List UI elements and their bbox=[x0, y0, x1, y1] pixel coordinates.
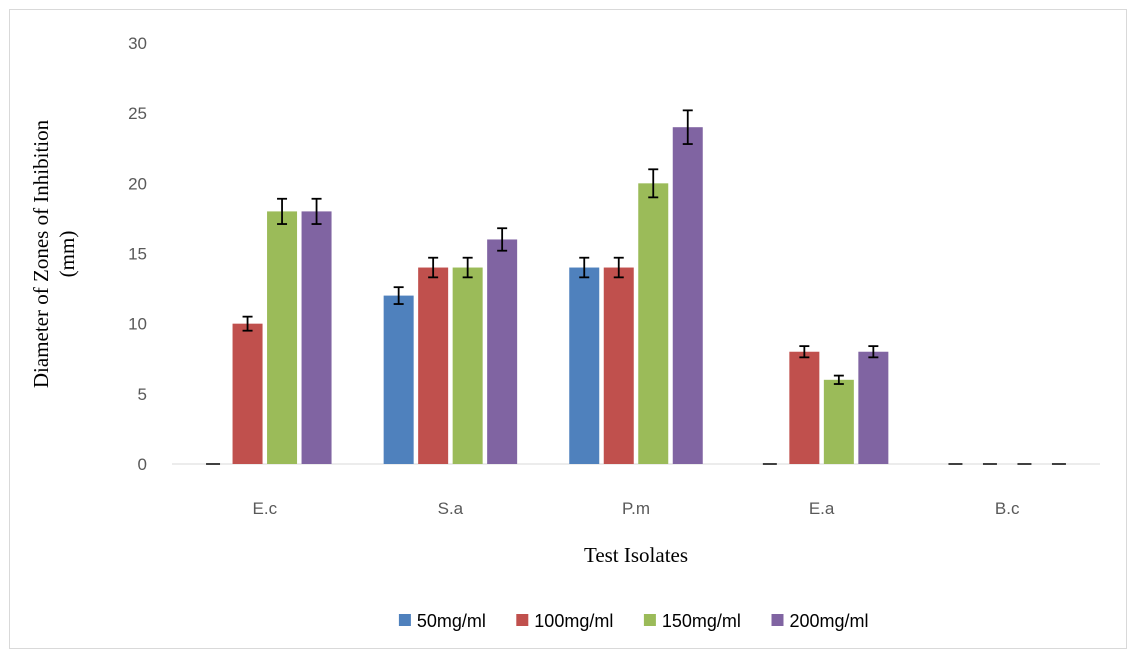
bar bbox=[487, 239, 518, 464]
legend: 50mg/ml 100mg/ml 150mg/ml 200mg/ml bbox=[398, 611, 869, 631]
legend-label: 200mg/ml bbox=[790, 611, 869, 631]
error-bar bbox=[833, 374, 844, 385]
bar bbox=[638, 183, 669, 465]
error-bars bbox=[206, 109, 1066, 465]
legend-item: 100mg/ml bbox=[516, 611, 613, 631]
error-bar bbox=[462, 256, 473, 279]
legend-item: 200mg/ml bbox=[771, 611, 869, 631]
x-tick-label: S.a bbox=[438, 499, 464, 518]
bar bbox=[301, 211, 332, 464]
y-axis-title-line1: Diameter of Zones of Inhibition bbox=[29, 119, 53, 388]
error-bar bbox=[497, 227, 508, 252]
x-axis-ticks: E.c S.a P.m E.a B.c bbox=[253, 499, 1020, 518]
y-tick-label: 25 bbox=[128, 104, 147, 123]
bars bbox=[232, 127, 889, 465]
y-tick-label: 30 bbox=[128, 34, 147, 53]
x-axis-title: Test Isolates bbox=[584, 543, 688, 567]
legend-swatch bbox=[643, 614, 656, 626]
legend-item: 50mg/ml bbox=[398, 611, 486, 631]
y-tick-label: 10 bbox=[128, 315, 147, 334]
bar bbox=[232, 323, 263, 464]
bar bbox=[823, 379, 854, 464]
error-bar bbox=[868, 345, 879, 359]
y-tick-label: 0 bbox=[138, 455, 147, 474]
error-bar bbox=[428, 256, 439, 279]
y-tick-label: 15 bbox=[128, 245, 147, 264]
y-axis-title: Diameter of Zones of Inhibition (mm) bbox=[29, 119, 79, 388]
x-tick-label: B.c bbox=[995, 499, 1020, 518]
bar bbox=[672, 127, 703, 464]
legend-swatch bbox=[398, 614, 411, 626]
bar bbox=[603, 267, 634, 464]
legend-label: 150mg/ml bbox=[662, 611, 741, 631]
error-bar bbox=[799, 345, 810, 359]
error-bar bbox=[277, 197, 288, 225]
error-bar bbox=[682, 109, 693, 145]
legend-label: 50mg/ml bbox=[417, 611, 486, 631]
legend-swatch bbox=[516, 614, 529, 626]
error-bar bbox=[242, 315, 253, 332]
bar bbox=[267, 211, 298, 464]
error-bar bbox=[613, 256, 624, 279]
chart-frame bbox=[9, 9, 1127, 649]
y-axis-ticks: 0 5 10 15 20 25 30 bbox=[128, 34, 147, 474]
error-bar bbox=[579, 256, 590, 279]
legend-swatch bbox=[771, 614, 784, 626]
legend-label: 100mg/ml bbox=[534, 611, 613, 631]
bar bbox=[569, 267, 600, 464]
bar bbox=[452, 267, 483, 464]
y-axis-title-line2: (mm) bbox=[55, 231, 79, 278]
bar bbox=[789, 351, 820, 464]
bar bbox=[858, 351, 889, 464]
y-tick-label: 5 bbox=[138, 385, 147, 404]
bar bbox=[418, 267, 449, 464]
bar bbox=[383, 295, 414, 464]
y-tick-label: 20 bbox=[128, 174, 147, 193]
legend-item: 150mg/ml bbox=[643, 611, 741, 631]
x-tick-label: E.a bbox=[809, 499, 835, 518]
error-bar bbox=[393, 286, 404, 305]
error-bar bbox=[648, 168, 659, 199]
x-tick-label: P.m bbox=[622, 499, 650, 518]
error-bar bbox=[311, 197, 322, 225]
x-tick-label: E.c bbox=[253, 499, 278, 518]
